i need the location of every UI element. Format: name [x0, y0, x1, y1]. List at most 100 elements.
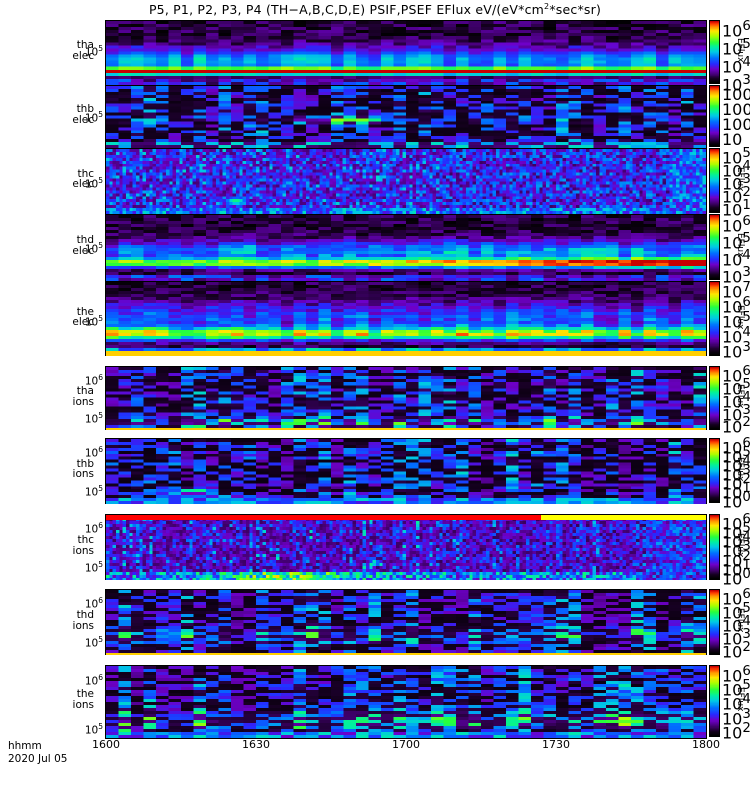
title-prefix: P5, P1, P2, P3, P4 (TH−A,B,C,D,E) PSIF,P… — [148, 2, 545, 18]
colorbar-tick-mantissa: 10 — [722, 282, 743, 302]
y-axis-label-thd-elec: thd elec — [34, 235, 94, 256]
colorbar-tick-mantissa: 10 — [722, 250, 743, 270]
y-axis-label-line1: tha — [76, 385, 94, 397]
saturation-bar-yellow — [541, 515, 706, 520]
y-axis-tick-thd-ions-0: 106 — [57, 596, 103, 610]
colorbar-tick-thc-ions-2: 104 — [722, 530, 750, 551]
spectrogram-canvas — [106, 439, 706, 504]
colorbar-tick-exponent: 6 — [742, 364, 750, 380]
colorbar-tha-ions — [709, 366, 720, 430]
y-tick-exponent: 5 — [98, 43, 103, 53]
colorbar-tick-the-elec-1: 106 — [722, 295, 750, 316]
spectrogram-panel-thb-ions — [105, 438, 707, 505]
colorbar-tha-elec — [709, 20, 720, 84]
colorbar-tick-exponent: 6 — [742, 435, 750, 451]
colorbar-tick-thb-ions-5: 101 — [722, 481, 750, 502]
colorbar-unit-thd-ions: EFlux — [735, 608, 745, 633]
colorbar-tick-exponent: 1 — [742, 481, 750, 497]
x-axis-label: hhmm 2020 Jul 05 — [8, 740, 67, 766]
y-axis-label-line1: the — [76, 688, 94, 700]
colorbar-tick-mantissa: 10 — [722, 21, 743, 41]
spectrogram-panel-thd-elec — [105, 214, 707, 282]
y-tick-mantissa: 10 — [84, 724, 99, 737]
colorbar-tick-mantissa: 10 — [722, 456, 743, 476]
y-axis-label-thd-ions: thd ions — [34, 610, 94, 631]
y-axis-label-line2: elec — [72, 113, 94, 126]
y-tick-mantissa: 10 — [84, 598, 99, 611]
y-axis-tick-tha-elec-0: 105 — [57, 44, 103, 58]
x-axis-tick-1600: 1600 — [92, 738, 120, 751]
colorbar-tick-exponent: 6 — [742, 294, 750, 310]
y-tick-exponent: 5 — [98, 635, 103, 645]
colorbar-tick-thb-ions-0: 106 — [722, 436, 750, 457]
spectrogram-canvas — [106, 149, 706, 214]
colorbar-tick-mantissa: 10 — [722, 447, 743, 467]
colorbar-tick-thb-elec-2: 100 — [722, 115, 750, 134]
colorbar-tick-the-ions-2: 104 — [722, 692, 750, 713]
colorbar-tick-mantissa: 10 — [722, 694, 743, 714]
colorbar-tick-mantissa: 10 — [722, 589, 743, 609]
colorbar-tick-mantissa: 10 — [722, 215, 743, 235]
colorbar-tick-thc-elec-0: 105 — [722, 146, 750, 167]
y-tick-mantissa: 10 — [84, 637, 99, 650]
spectrogram-panel-tha-elec — [105, 20, 707, 86]
y-axis-label-line1: thc — [77, 167, 94, 180]
colorbar-unit-thb-ions: EFlux — [735, 456, 745, 481]
y-axis-tick-thd-ions-1: 105 — [57, 635, 103, 649]
y-tick-exponent: 5 — [98, 109, 103, 119]
spectrogram-panel-the-ions — [105, 665, 707, 739]
colorbar-tick-the-elec-0: 107 — [722, 280, 750, 301]
colorbar-tick-mantissa: 10 — [722, 474, 743, 494]
colorbar-the-elec — [709, 281, 720, 356]
colorbar-tick-exponent: 3 — [742, 265, 750, 281]
colorbar-tick-mantissa: 10 — [722, 392, 743, 412]
colorbar-gradient — [710, 86, 719, 146]
colorbar-tick-exponent: 1 — [742, 198, 750, 214]
y-axis-label-line2: ions — [72, 698, 94, 711]
colorbar-tick-mantissa: 10000 — [722, 84, 750, 104]
colorbar-tick-exponent: 4 — [742, 54, 750, 70]
colorbar-tick-exponent: 5 — [742, 444, 750, 460]
colorbar-tick-thc-elec-3: 102 — [722, 185, 750, 206]
colorbar-tick-thd-elec-3: 103 — [722, 265, 750, 286]
y-axis-label-line2: elec — [72, 244, 94, 257]
spectrogram-panel-thd-ions — [105, 589, 707, 657]
y-tick-exponent: 5 — [98, 560, 103, 570]
y-tick-mantissa: 10 — [84, 675, 99, 688]
colorbar-tick-mantissa: 10 — [722, 233, 743, 253]
y-tick-exponent: 6 — [98, 595, 103, 605]
colorbar-tick-exponent: 7 — [742, 279, 750, 295]
y-axis-label-line1: thd — [76, 234, 94, 246]
colorbar-tick-tha-elec-2: 104 — [722, 55, 750, 76]
colorbar-tick-mantissa: 10 — [722, 174, 743, 194]
colorbar-tick-thd-elec-1: 105 — [722, 231, 750, 252]
colorbar-tick-mantissa: 10 — [722, 616, 743, 636]
colorbar-tick-exponent: 4 — [742, 159, 750, 175]
colorbar-tick-exponent: 3 — [742, 339, 750, 355]
colorbar-tick-mantissa: 10 — [722, 629, 743, 649]
colorbar-tick-thb-ions-3: 103 — [722, 463, 750, 484]
colorbar-tick-thd-ions-0: 106 — [722, 587, 750, 608]
y-axis-tick-thb-ions-1: 105 — [57, 484, 103, 498]
spectrogram-canvas — [106, 515, 706, 581]
colorbar-tick-thd-elec-2: 104 — [722, 248, 750, 269]
colorbar-tick-exponent: 6 — [742, 511, 750, 527]
colorbar-tick-exponent: 5 — [742, 230, 750, 246]
y-axis-label-line1: thb — [76, 103, 94, 115]
colorbar-tick-mantissa: 10 — [722, 74, 743, 94]
colorbar-tick-exponent: 0 — [742, 567, 750, 583]
spectrogram-canvas — [106, 215, 706, 281]
colorbar-tick-the-ions-1: 105 — [722, 678, 750, 699]
colorbar-tick-tha-ions-0: 106 — [722, 364, 750, 385]
spectrogram-canvas — [106, 666, 706, 738]
colorbar-tick-thd-ions-1: 105 — [722, 601, 750, 622]
colorbar-tick-tha-elec-3: 103 — [722, 73, 750, 94]
y-tick-mantissa: 10 — [84, 178, 99, 190]
colorbar-tick-exponent: 4 — [742, 613, 750, 629]
colorbar-thc-ions — [709, 514, 720, 580]
colorbar-tick-thc-ions-6: 100 — [722, 567, 750, 588]
colorbar-tick-mantissa: 10 — [722, 541, 743, 561]
y-axis-label-the-elec: the elec — [34, 306, 94, 328]
y-axis-tick-the-ions-0: 106 — [57, 673, 103, 687]
y-axis-label-thb-ions: thb ions — [34, 458, 94, 480]
